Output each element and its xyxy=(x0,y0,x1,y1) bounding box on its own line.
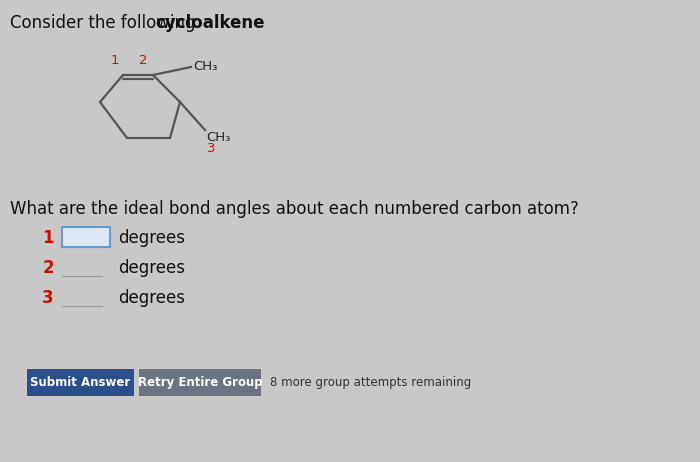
FancyBboxPatch shape xyxy=(139,369,261,396)
Text: 8 more group attempts remaining: 8 more group attempts remaining xyxy=(270,376,471,389)
Text: 2: 2 xyxy=(139,54,148,67)
Text: CH₃: CH₃ xyxy=(193,60,218,73)
Text: Retry Entire Group: Retry Entire Group xyxy=(138,376,262,389)
Text: .: . xyxy=(234,14,239,32)
Text: CH₃: CH₃ xyxy=(206,131,230,144)
FancyBboxPatch shape xyxy=(27,369,134,396)
Text: 1: 1 xyxy=(111,54,119,67)
Text: Consider the following: Consider the following xyxy=(10,14,201,32)
Text: degrees: degrees xyxy=(118,259,185,277)
FancyBboxPatch shape xyxy=(62,227,110,247)
Text: degrees: degrees xyxy=(118,229,185,247)
Text: What are the ideal bond angles about each numbered carbon atom?: What are the ideal bond angles about eac… xyxy=(10,200,579,218)
Text: 3: 3 xyxy=(207,142,216,155)
Text: Submit Answer: Submit Answer xyxy=(30,376,131,389)
Text: 1: 1 xyxy=(42,229,54,247)
Text: 3: 3 xyxy=(42,289,54,307)
Text: degrees: degrees xyxy=(118,289,185,307)
Text: cycloalkene: cycloalkene xyxy=(155,14,265,32)
Text: 2: 2 xyxy=(42,259,54,277)
